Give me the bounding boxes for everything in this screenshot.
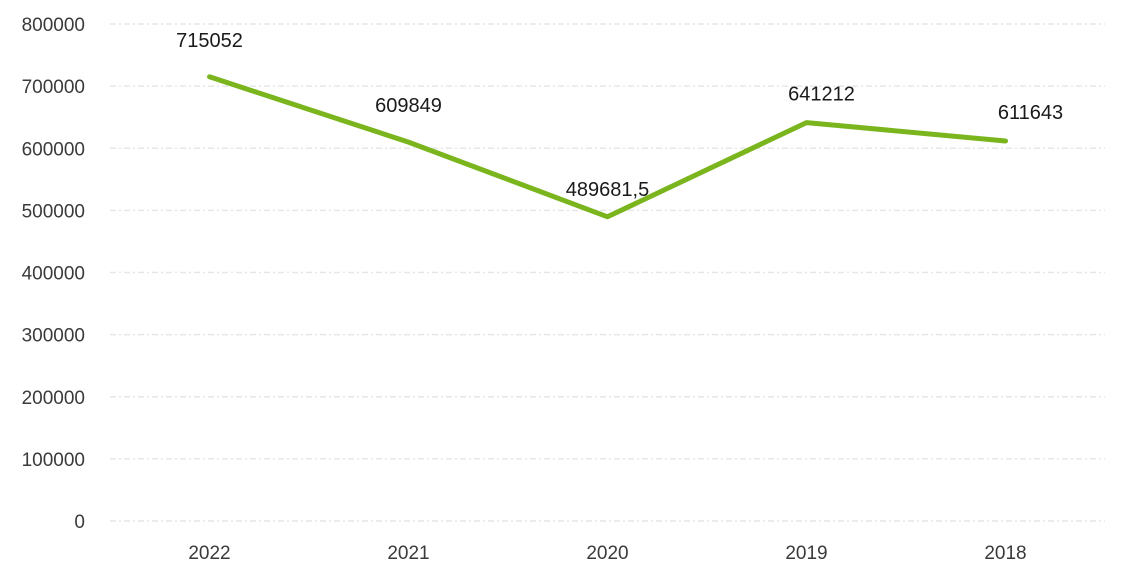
series-layer (207, 74, 1008, 220)
x-tick-label: 2020 (586, 543, 628, 562)
x-tick-label: 2018 (984, 543, 1026, 562)
y-tick-label: 500000 (22, 201, 85, 222)
x-tick-label: 2021 (387, 543, 429, 562)
y-tick-label: 800000 (22, 15, 85, 36)
y-tick-label: 0 (74, 512, 85, 533)
x-tick-label: 2022 (188, 543, 230, 562)
x-axis-tick-labels: 2022 2021 2020 2019 2018 (188, 543, 1026, 562)
data-label-2021: 609849 (375, 95, 442, 117)
data-label-2019: 641212 (788, 84, 855, 106)
y-axis-tick-labels: 0 100000 200000 300000 400000 500000 600000 700… (22, 15, 85, 533)
data-label-2018: 611643 (998, 102, 1063, 124)
y-tick-label: 600000 (22, 139, 85, 160)
x-tick-label: 2019 (785, 543, 827, 562)
y-tick-label: 400000 (22, 264, 85, 285)
y-tick-label: 200000 (22, 388, 85, 409)
y-tick-label: 300000 (22, 326, 85, 347)
y-tick-label: 100000 (22, 450, 85, 471)
y-tick-label: 700000 (22, 77, 85, 98)
data-label-2022: 715052 (176, 30, 243, 52)
data-label-2020: 489681,5 (566, 179, 649, 201)
data-labels: 715052 609849 489681,5 641212 611643 (176, 30, 1063, 201)
gridlines (110, 23, 1105, 522)
